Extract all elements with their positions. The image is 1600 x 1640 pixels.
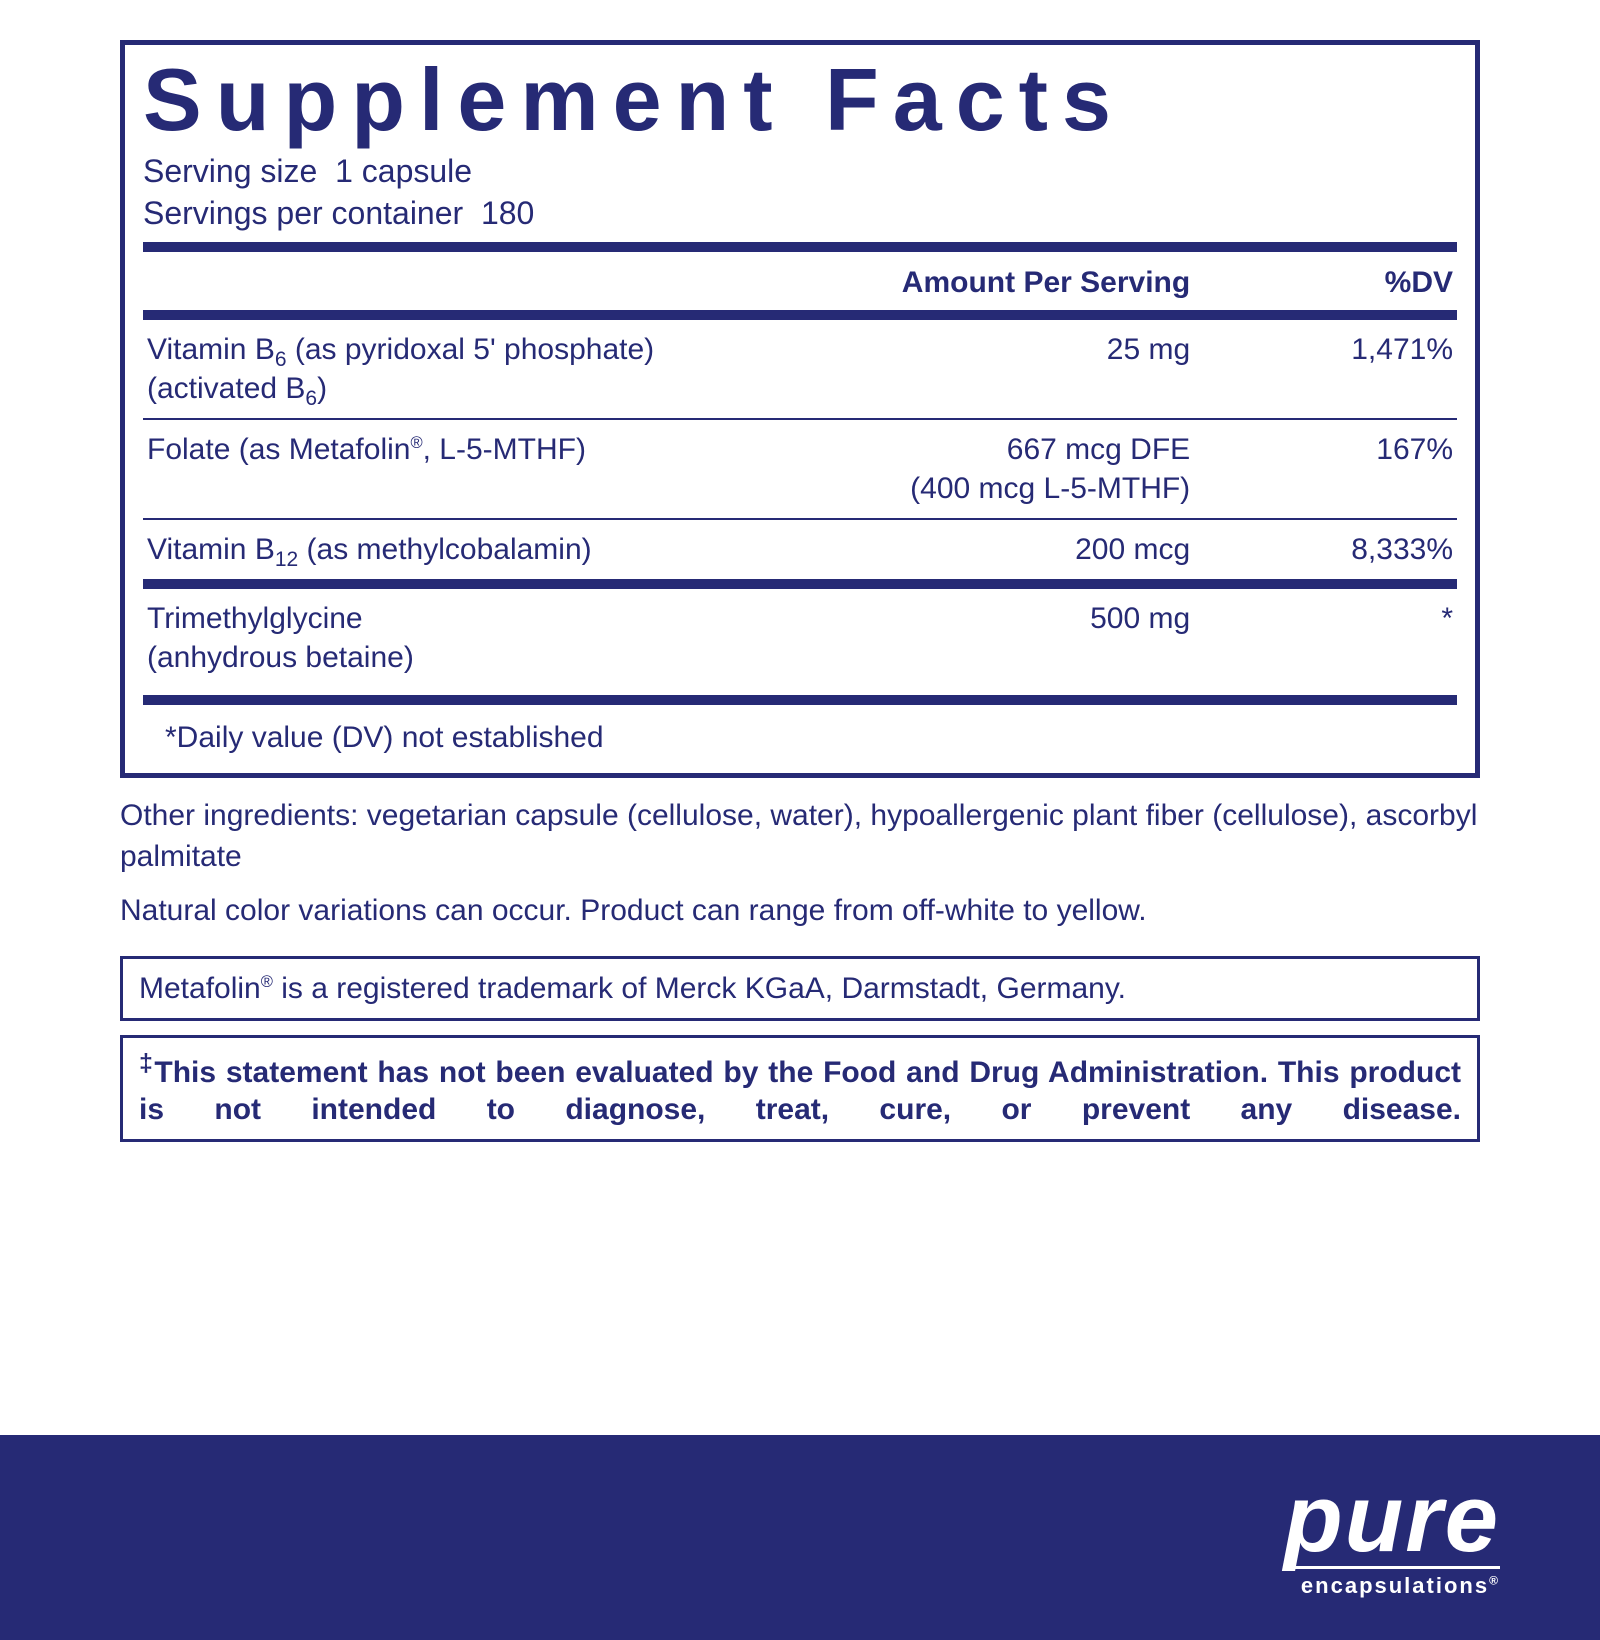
- serving-size-value: 1 capsule: [335, 153, 472, 189]
- serving-size-label: Serving size: [143, 153, 317, 189]
- panel-title: Supplement Facts: [143, 49, 1457, 151]
- trademark-box: Metafolin® is a registered trademark of …: [120, 956, 1480, 1021]
- dv-footnote: *Daily value (DV) not established: [143, 713, 1457, 763]
- other-ingredients: Other ingredients: vegetarian capsule (c…: [120, 796, 1480, 877]
- nutrition-table: Amount Per Serving %DV Vitamin B6 (as py…: [143, 260, 1457, 687]
- ingredient-dv: 8,333%: [1194, 519, 1457, 579]
- serving-block: Serving size 1 capsule Servings per cont…: [143, 151, 1457, 234]
- col-dv: %DV: [1194, 260, 1457, 310]
- ingredient-dv: 1,471%: [1194, 320, 1457, 419]
- servings-per-container-label: Servings per container: [143, 195, 463, 231]
- divider-thick: [143, 242, 1457, 252]
- fda-disclaimer-box: ‡This statement has not been evaluated b…: [120, 1035, 1480, 1142]
- ingredient-dv: 167%: [1194, 419, 1457, 519]
- col-name: [143, 260, 761, 310]
- divider-thick: [143, 695, 1457, 705]
- ingredient-dv: *: [1194, 589, 1457, 687]
- supplement-facts-panel: Supplement Facts Serving size 1 capsule …: [120, 40, 1480, 778]
- servings-per-container-value: 180: [481, 195, 534, 231]
- col-amount: Amount Per Serving: [761, 260, 1195, 310]
- ingredient-amount: 667 mcg DFE(400 mcg L-5-MTHF): [761, 419, 1195, 519]
- brand-logo: pure encapsulations®: [1284, 1476, 1500, 1599]
- ingredient-name: Vitamin B6 (as pyridoxal 5' phosphate)(a…: [143, 320, 761, 419]
- table-row: Folate (as Metafolin®, L-5-MTHF)667 mcg …: [143, 419, 1457, 519]
- table-row: Vitamin B6 (as pyridoxal 5' phosphate)(a…: [143, 320, 1457, 419]
- ingredient-amount: 200 mcg: [761, 519, 1195, 579]
- ingredient-name: Trimethylglycine(anhydrous betaine): [143, 589, 761, 687]
- ingredient-name: Folate (as Metafolin®, L-5-MTHF): [143, 419, 761, 519]
- color-variations-note: Natural color variations can occur. Prod…: [120, 891, 1480, 932]
- brand-bar: pure encapsulations®: [0, 1435, 1600, 1640]
- table-row: Trimethylglycine(anhydrous betaine)500 m…: [143, 589, 1457, 687]
- table-row: Vitamin B12 (as methylcobalamin)200 mcg8…: [143, 519, 1457, 579]
- ingredient-amount: 500 mg: [761, 589, 1195, 687]
- ingredient-name: Vitamin B12 (as methylcobalamin): [143, 519, 761, 579]
- brand-main: pure: [1284, 1476, 1500, 1562]
- ingredient-amount: 25 mg: [761, 320, 1195, 419]
